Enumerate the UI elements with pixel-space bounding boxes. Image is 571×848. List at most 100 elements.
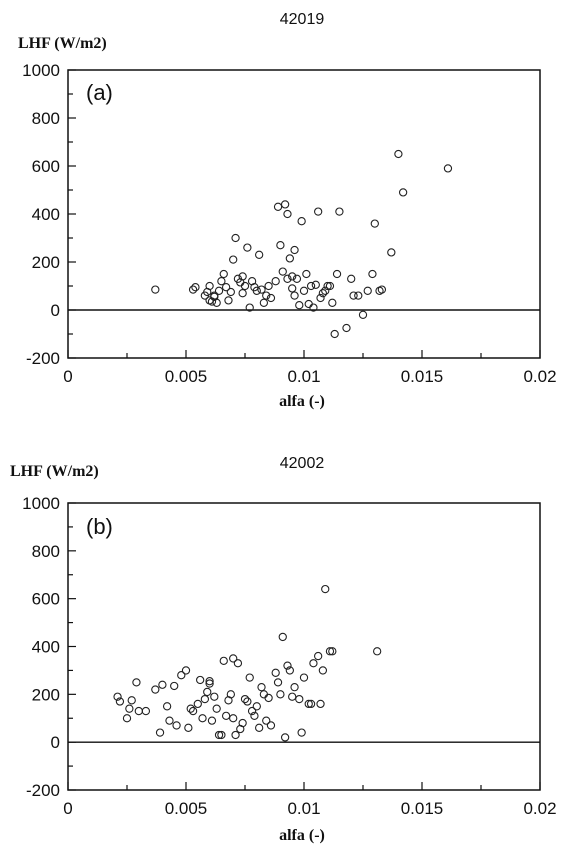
chart-a-data-point: [349, 291, 358, 300]
chart-b-data-point: [127, 696, 136, 705]
chart-a-data-point: [335, 207, 344, 216]
chart-a-data-point: [309, 303, 318, 312]
chart-b-data-point: [134, 706, 143, 716]
chart-b-data-point: [214, 730, 224, 740]
chart-b-data-point: [219, 656, 228, 665]
chart-a-data-point: [358, 310, 368, 319]
chart-a-data-point: [273, 202, 283, 211]
chart-a-data-point: [217, 277, 226, 286]
chart-b-data-point: [181, 666, 191, 675]
chart-b-x-tick-label: 0.01: [287, 799, 320, 818]
chart-a-data-point: [342, 323, 351, 333]
chart-b-y-tick-label: 600: [32, 590, 60, 609]
chart-a-x-tick-label: 0.01: [287, 367, 320, 386]
chart-b-x-axis-label: alfa (-): [279, 827, 325, 844]
chart-b-y-tick-label: 400: [32, 638, 60, 657]
chart-a-data-point: [214, 286, 224, 295]
chart-a-data-point: [332, 269, 342, 279]
chart-a-data-point: [257, 285, 266, 294]
chart-b-data-point: [186, 704, 195, 713]
chart-a-data-point: [387, 248, 396, 257]
chart-b-y-tick-label: 800: [32, 542, 60, 561]
chart-a-data-point: [295, 301, 304, 310]
chart-a-data-point: [299, 286, 309, 295]
chart-b-data-point: [184, 723, 193, 732]
chart-a-data-point: [271, 277, 280, 286]
chart-b-data-point: [205, 677, 214, 686]
chart-b-data-point: [276, 690, 285, 699]
chart-a-y-tick-label: 0: [51, 301, 60, 320]
chart-a-data-point: [311, 280, 320, 289]
chart-a-data-point: [304, 299, 313, 309]
chart-a-data-point: [238, 289, 247, 298]
chart-a-data-point: [262, 291, 271, 300]
chart-a-data-point: [245, 303, 254, 312]
chart-b-data-point: [170, 681, 179, 691]
chart-b-data-point: [328, 647, 337, 656]
chart-a-y-tick-label: -200: [26, 349, 60, 368]
chart-a-data-point: [280, 200, 290, 209]
chart-b-data-point: [321, 584, 330, 594]
chart-a-data-point: [321, 286, 330, 295]
chart-a-data-point: [306, 281, 316, 291]
chart-a-data-point: [347, 274, 356, 283]
chart-a-data-point: [314, 207, 323, 216]
chart-a-data-point: [191, 283, 200, 292]
chart-a-data-point: [368, 269, 377, 279]
chart-b-data-point: [155, 728, 165, 737]
chart-a-data-point: [363, 286, 372, 295]
chart-a-x-tick-label: 0.02: [523, 367, 556, 386]
chart-b-data-point: [205, 679, 214, 688]
chart-a-panel-label: (a): [86, 80, 113, 105]
chart-b-data-point: [283, 661, 292, 670]
chart-a-data-point: [288, 272, 297, 281]
chart-b-data-point: [198, 714, 207, 723]
chart-b-y-axis-label: LHF (W/m2): [10, 463, 99, 480]
chart-b-data-point: [115, 697, 125, 706]
chart-a-data-point: [151, 285, 160, 294]
chart-b-y-tick-label: 0: [51, 733, 60, 752]
chart-b-data-point: [299, 673, 309, 682]
chart-b-data-point: [193, 699, 202, 709]
chart-a-y-tick-label: 400: [32, 205, 60, 224]
chart-b-data-point: [212, 704, 221, 713]
chart-a-data-point: [243, 243, 252, 252]
chart-b-data-point: [229, 714, 238, 723]
chart-b-data-point: [233, 659, 243, 668]
chart-a-y-axis-label: LHF (W/m2): [18, 35, 107, 52]
chart-b-data-point: [229, 654, 238, 663]
chart-b-data-point: [177, 671, 186, 680]
chart-b-data-point: [200, 694, 210, 704]
chart-a-data-point: [285, 254, 294, 263]
chart-a-data-point: [221, 283, 231, 292]
chart-b-y-tick-label: 1000: [22, 494, 60, 513]
chart-b-data-point: [221, 711, 231, 721]
chart-b-data-point: [113, 692, 122, 701]
chart-b-data-point: [314, 651, 323, 661]
chart-a-data-point: [302, 269, 311, 279]
chart-a-x-tick-label: 0.015: [401, 367, 444, 386]
chart-b-x-tick-label: 0: [63, 799, 72, 818]
chart-a-data-point: [252, 286, 261, 295]
chart-b-data-point: [158, 680, 167, 689]
panel-a-scatter-plot: 42019 LHF (W/m2) alfa (-) (a) 1000 800 600…: [18, 11, 557, 410]
chart-a-data-point: [210, 291, 219, 300]
chart-b-data-point: [306, 699, 316, 709]
chart-b-data-point: [304, 699, 313, 709]
chart-b-data-point: [217, 730, 226, 740]
chart-a-data-point: [370, 219, 379, 228]
chart-a-data-point: [290, 245, 299, 255]
chart-a-y-tick-label: 200: [32, 253, 60, 272]
chart-b-data-point: [226, 690, 235, 699]
chart-b-data-point: [125, 704, 134, 713]
chart-b-data-point: [240, 694, 250, 704]
chart-a-data-point: [316, 293, 325, 303]
chart-a-x-axis-label: alfa (-): [279, 393, 325, 410]
chart-a-data-point: [240, 281, 250, 291]
chart-a-data-point: [288, 284, 297, 293]
chart-a-data-point: [283, 274, 292, 283]
chart-b-data-point: [278, 632, 287, 642]
chart-a-data-point: [231, 233, 240, 243]
